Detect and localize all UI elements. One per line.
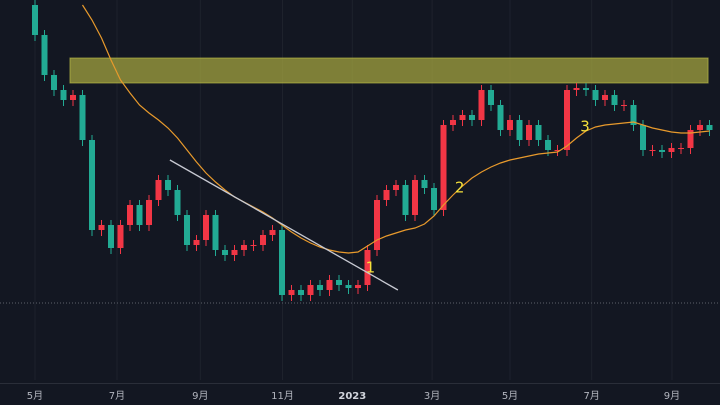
x-tick-label: 5月 [27,390,43,402]
x-tick-label: 9月 [664,390,680,402]
candle-body [621,105,628,106]
candle-body [183,215,190,245]
candle-body [307,285,314,295]
candle-body [583,88,590,90]
candle-body [678,148,685,149]
x-tick-label: 7月 [109,390,125,402]
candle-body [326,280,333,290]
resistance-zone [69,57,709,84]
candle-body [69,95,76,100]
candle-body [269,230,276,235]
candle-body [459,115,466,120]
candle-body [355,285,362,288]
candle-body [317,285,323,290]
annotation: 2 [455,179,465,197]
candle-body [107,225,114,248]
candle-body [202,215,209,240]
candle-body [697,125,704,130]
candle-body [564,90,571,150]
candle-body [573,88,580,90]
candle-body [554,150,561,151]
candle-body [221,250,228,255]
candle-body [193,240,200,245]
candle-body [450,120,457,125]
candle-body [507,120,514,130]
candle-body [88,140,95,230]
candle-body [98,225,105,230]
candle-body [640,125,647,150]
x-tick-label: 11月 [271,390,294,402]
candle-body [50,75,57,90]
candle-body [155,180,162,200]
moving-average-line [81,4,710,254]
candle-body [41,35,48,75]
candle-body [687,130,694,148]
candle-body [79,95,86,140]
candle-body [164,180,171,190]
x-tick-label: 3月 [424,390,440,402]
candle-body [602,95,609,100]
candle-body [469,115,476,120]
candle-body [412,180,419,215]
candle-body [488,90,495,105]
candle-body [393,185,400,190]
candle-body [478,90,485,120]
candle-body [278,230,285,295]
candle-body [231,250,238,255]
candle-body [136,205,143,225]
candle-body [402,185,409,215]
candle-body [297,290,304,295]
candle-body [374,200,381,250]
candle-body [336,280,343,285]
candle-body [145,200,152,225]
candle-body [611,95,618,105]
annotation: 1 [366,259,376,277]
candle-body [421,180,428,188]
x-tick-label: 9月 [192,390,208,402]
candle-body [592,90,599,100]
candle-body [117,225,124,248]
candle-body [535,125,542,140]
candle-body [706,125,713,130]
candle-body [383,190,390,200]
candle-body [250,245,257,246]
x-tick-label: 7月 [584,390,600,402]
candle-body [364,250,371,285]
candle-body [516,120,523,140]
candle-body [440,125,447,210]
candle-body [259,235,266,245]
candle-body [497,105,504,130]
candle-body [126,205,133,225]
candle-body [288,290,295,295]
annotation: 3 [580,118,590,136]
candle-body [649,150,656,151]
candle-body [212,215,219,250]
candle-body [526,125,533,140]
x-tick-label: 2023 [338,391,366,402]
x-tick-label: 5月 [502,390,518,402]
candle-body [545,140,552,150]
candle-body [659,150,666,152]
candle-body [345,285,352,288]
candle-body [240,245,247,250]
trendline [169,159,399,291]
candle-body [431,188,438,210]
candle-body [630,105,637,125]
candle-body [60,90,67,100]
candle-body [174,190,181,215]
candle-body [31,5,38,35]
candle-body [668,148,675,152]
